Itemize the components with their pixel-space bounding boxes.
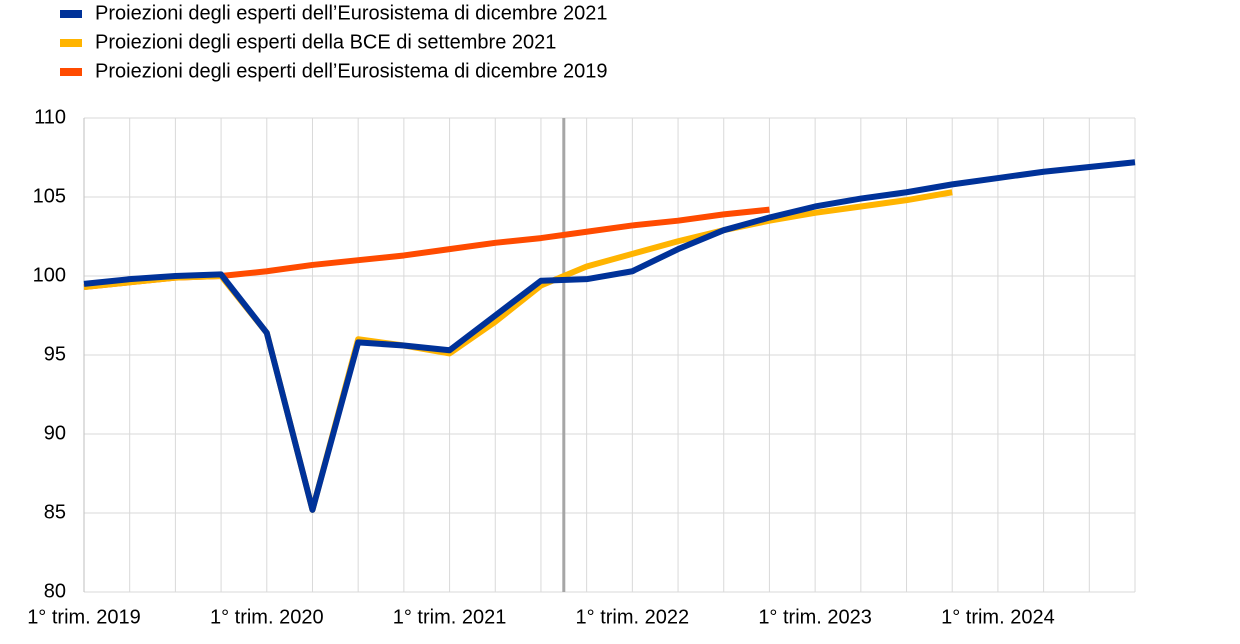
legend-label: Proiezioni degli esperti dell’Eurosistem… [95,60,608,82]
x-tick-label: 1° trim. 2022 [576,606,690,628]
legend-swatch [60,39,82,47]
y-tick-label: 80 [44,580,66,602]
legend-label: Proiezioni degli esperti dell’Eurosistem… [95,2,608,24]
y-tick-label: 95 [44,343,66,365]
y-tick-label: 85 [44,501,66,523]
x-tick-label: 1° trim. 2023 [758,606,872,628]
x-tick-label: 1° trim. 2020 [210,606,324,628]
x-tick-label: 1° trim. 2024 [941,606,1055,628]
y-tick-label: 90 [44,422,66,444]
y-tick-label: 105 [33,185,66,207]
legend-label: Proiezioni degli esperti della BCE di se… [95,31,556,53]
legend-swatch [60,68,82,76]
series-line [83,159,1136,513]
x-tick-label: 1° trim. 2019 [27,606,141,628]
legend-swatch [60,10,82,18]
y-tick-label: 100 [33,264,66,286]
x-tick-label: 1° trim. 2021 [393,606,507,628]
y-tick-label: 110 [34,106,66,128]
